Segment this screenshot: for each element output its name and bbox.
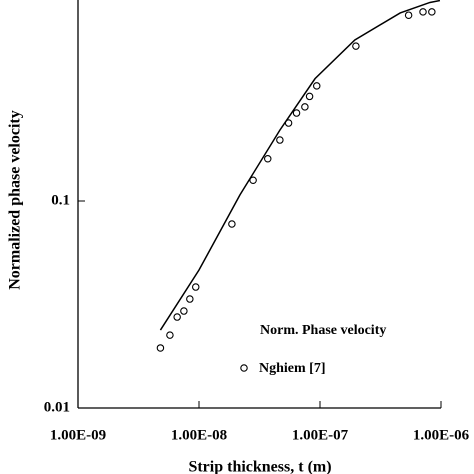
y-tick-label: 0.01 (44, 399, 70, 415)
point (186, 295, 194, 303)
point (264, 154, 272, 163)
point (292, 109, 301, 117)
point (404, 11, 413, 19)
point (352, 42, 360, 50)
x-tick-label: 1.00E-08 (171, 427, 227, 443)
point (301, 103, 309, 111)
point (249, 176, 257, 184)
point (156, 344, 165, 352)
legend-marker (240, 364, 248, 372)
point (180, 307, 188, 315)
y-axis-label: Normalized phase velocity (7, 110, 24, 290)
legend-label: Norm. Phase velocity (260, 323, 386, 338)
point (284, 119, 293, 127)
x-tick-label: 1.00E-07 (292, 427, 349, 443)
point (312, 82, 321, 90)
legend-label: Nghiem [7] (259, 361, 326, 376)
point (428, 8, 436, 16)
line (159, 0, 441, 331)
point (276, 136, 284, 144)
x-tick-label: 1.00E-06 (413, 427, 470, 443)
point (228, 220, 236, 228)
point (191, 283, 200, 291)
point (173, 313, 181, 321)
y-tick-label: 0.1 (51, 192, 70, 208)
x-axis-label: Strip thickness, t (m) (188, 459, 331, 474)
point (419, 8, 427, 16)
x-tick-label: 1.00E-09 (50, 427, 106, 443)
point (305, 92, 314, 101)
point (166, 331, 174, 339)
